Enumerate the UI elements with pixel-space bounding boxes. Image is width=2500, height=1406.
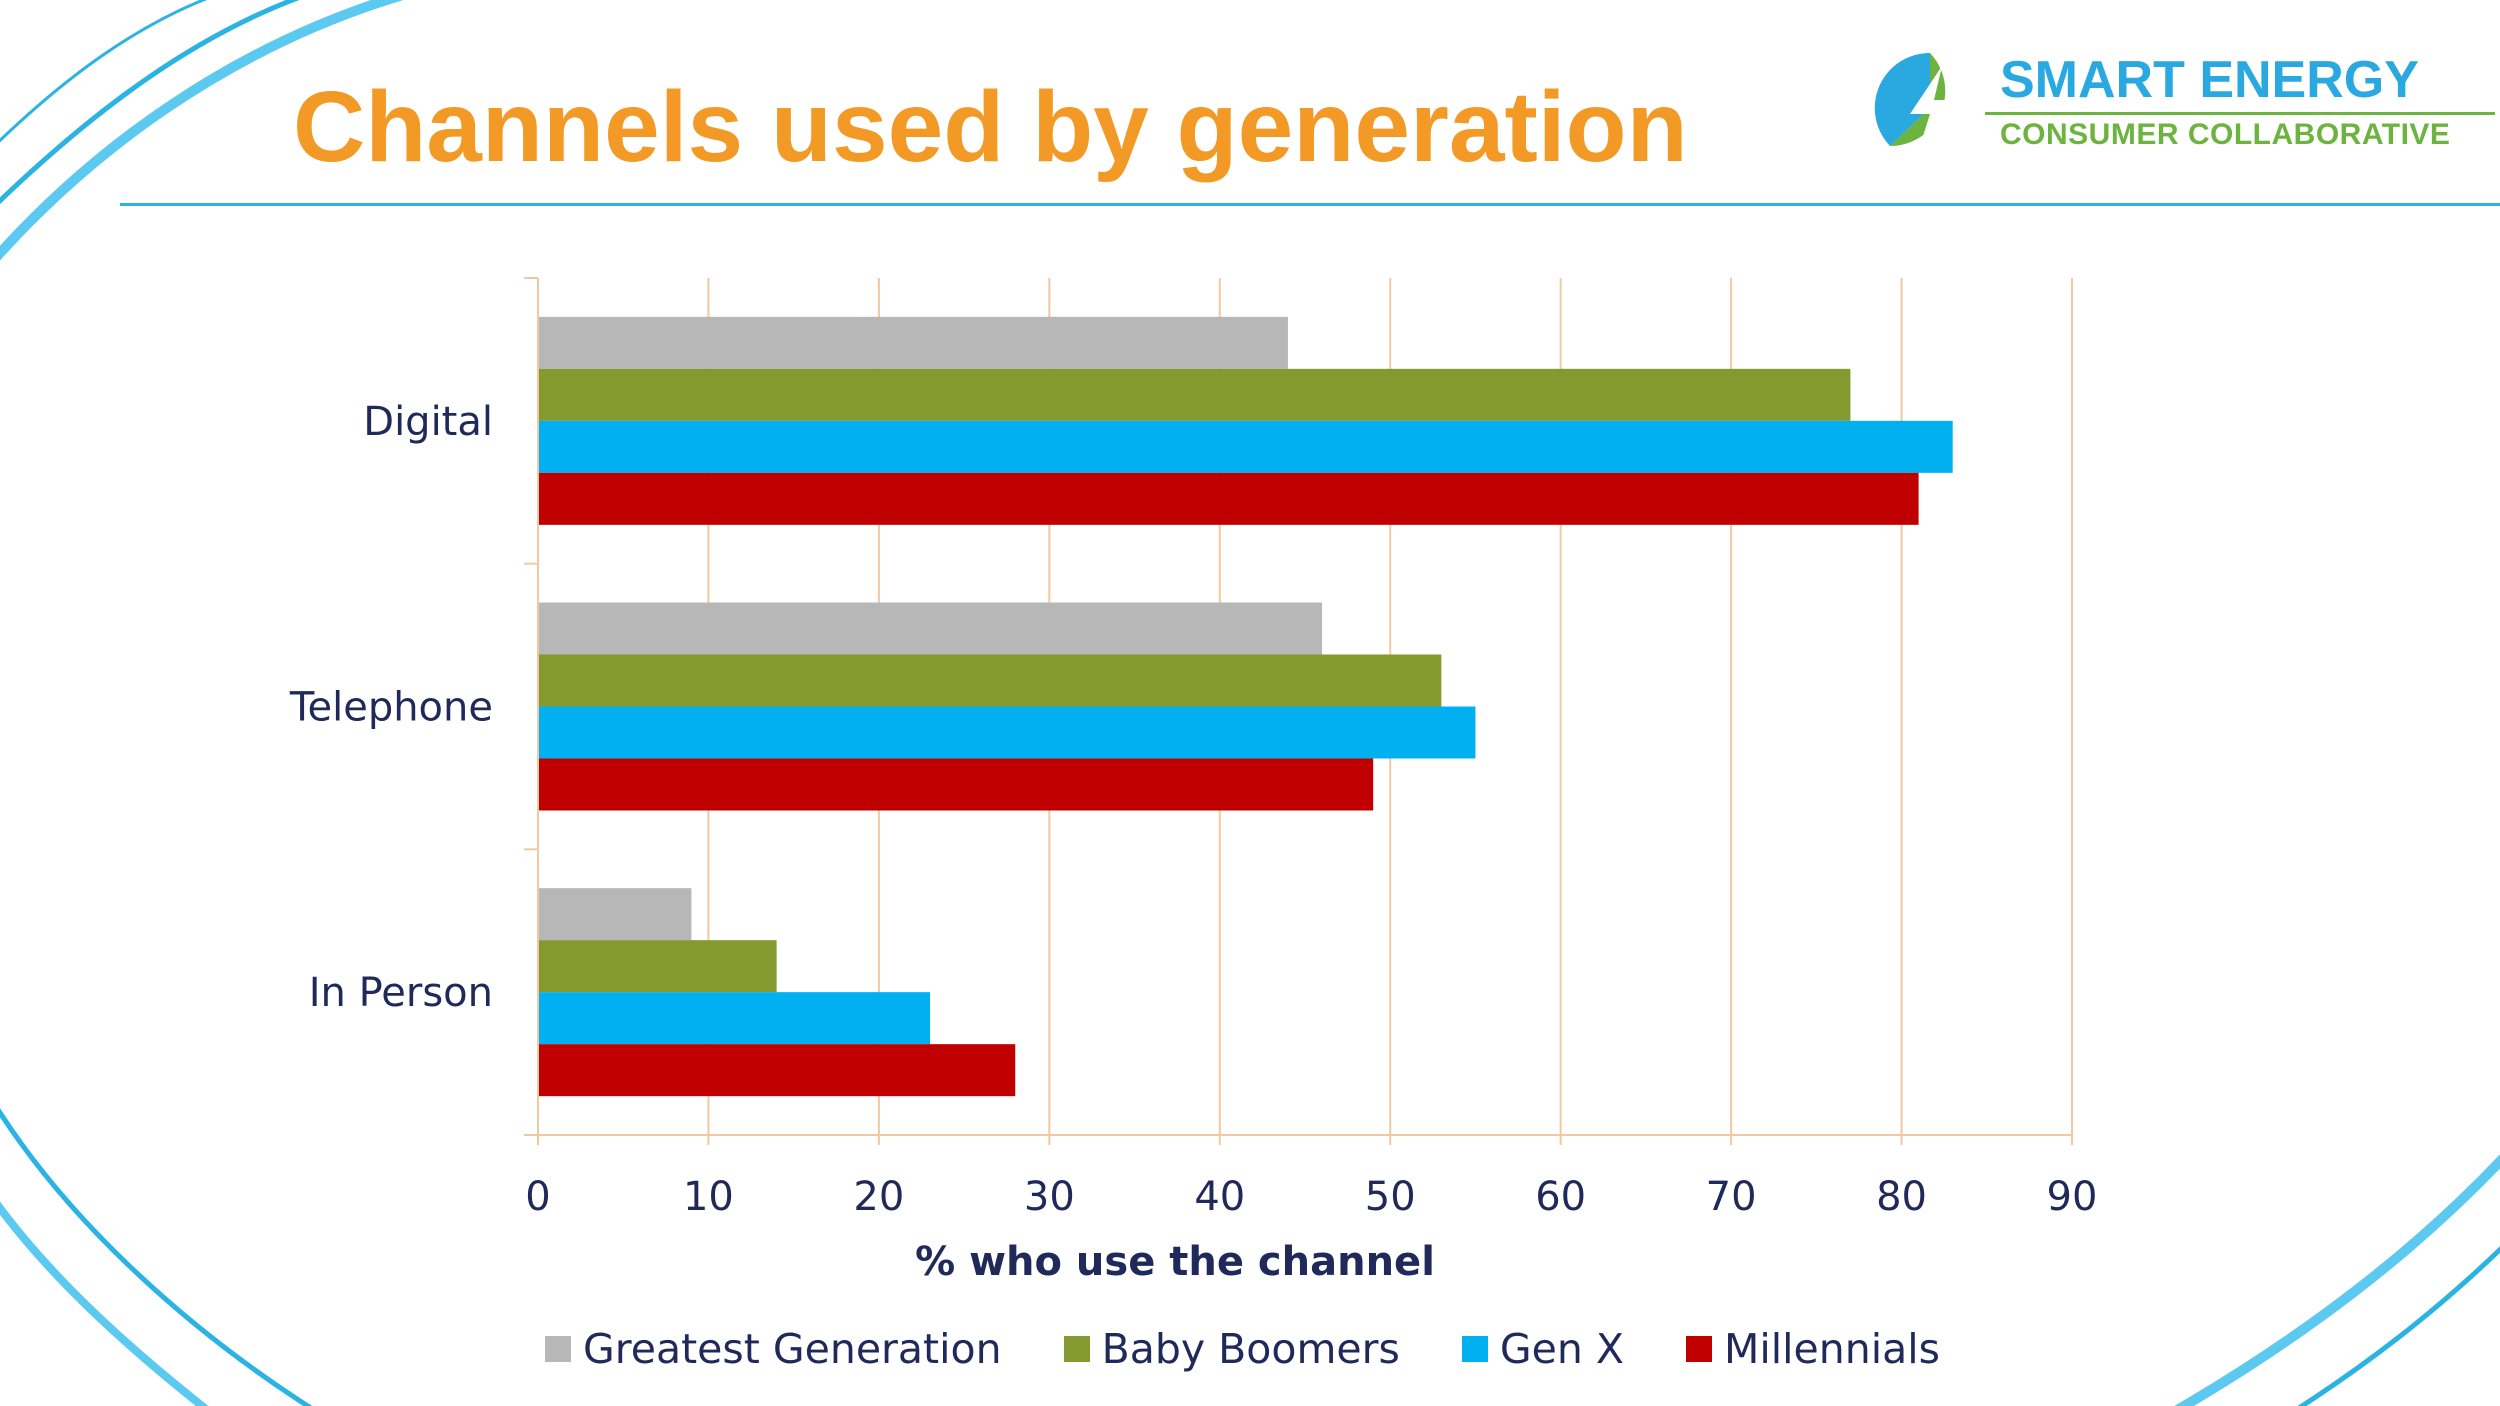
legend-swatch [545, 1336, 571, 1362]
logo-divider [1985, 112, 2495, 115]
legend-label: Gen X [1499, 1325, 1624, 1373]
legend-swatch [1685, 1336, 1712, 1362]
x-axis-title: % who use the channel [915, 1239, 1435, 1285]
x-tick-label: 70 [1706, 1174, 1757, 1220]
legend-item: Gen X [1461, 1325, 1624, 1373]
category-label: In Person [309, 970, 493, 1016]
swoosh-bottom-right-outer [2174, 1154, 2500, 1406]
x-tick-label: 30 [1024, 1174, 1075, 1220]
labels: 0 10 20 30 40 50 60 70 80 90 Digital Telephone In Pe… [289, 399, 2098, 1285]
logo: SMART ENERGY CONSUMER COLLABORATIVE [1870, 48, 2495, 168]
swoosh-top-left-inner [0, 0, 208, 143]
x-tick-label: 0 [525, 1174, 550, 1220]
legend-label: Greatest Generation [583, 1325, 1002, 1373]
bar [539, 472, 1919, 525]
bar [539, 602, 1323, 655]
bar [539, 368, 1851, 421]
legend-swatch [1461, 1336, 1488, 1362]
swoosh-bottom-left-outer [0, 1107, 313, 1406]
lightning-bolt-icon [1874, 52, 1954, 152]
chart-legend: Greatest Generation Baby Boomers Gen X Mill… [545, 1325, 2002, 1373]
logo-text-primary: SMART ENERGY [2000, 51, 2419, 109]
legend-label: Baby Boomers [1101, 1325, 1400, 1373]
bar [539, 420, 1953, 473]
bar [539, 992, 931, 1045]
category-label: Digital [363, 399, 493, 445]
x-tick-label: 10 [683, 1174, 734, 1220]
legend-item: Millennials [1685, 1325, 1940, 1373]
legend-item: Greatest Generation [545, 1325, 1002, 1373]
category-label: Telephone [289, 685, 493, 731]
legend-label: Millennials [1723, 1325, 1940, 1373]
bar [539, 706, 1476, 759]
legend-swatch [1063, 1336, 1090, 1362]
bar [539, 940, 777, 993]
swoosh-top-left-outer [0, 0, 404, 261]
x-tick-label: 80 [1876, 1174, 1927, 1220]
legend-item: Baby Boomers [1063, 1325, 1400, 1373]
bar [539, 316, 1288, 369]
swoosh-bottom-right-inner [2297, 1246, 2500, 1406]
logo-text-secondary: CONSUMER COLLABORATIVE [2000, 118, 2451, 151]
x-tick-label: 40 [1194, 1174, 1245, 1220]
swoosh-bottom-left-inner [0, 1201, 209, 1406]
x-tick-label: 20 [853, 1174, 904, 1220]
bars [539, 316, 1953, 1097]
x-tick-label: 60 [1535, 1174, 1586, 1220]
x-tick-label: 90 [2047, 1174, 2098, 1220]
title-divider [120, 203, 2500, 206]
slide-title: Channels used by generation [293, 71, 1688, 183]
bar [539, 758, 1374, 811]
axes [524, 277, 2072, 1136]
bar [539, 888, 692, 941]
bar [539, 1044, 1016, 1097]
bar [539, 654, 1442, 707]
swoosh-top-left-mid [0, 0, 300, 205]
x-tick-label: 50 [1365, 1174, 1416, 1220]
